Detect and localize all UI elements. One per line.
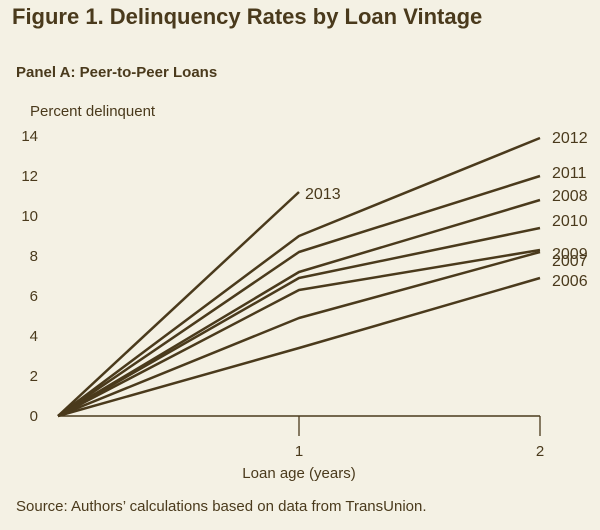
panel-title: Panel A: Peer-to-Peer Loans — [16, 64, 218, 81]
y-axis-label: Percent delinquent — [30, 103, 156, 120]
y-tick-label: 0 — [30, 408, 38, 425]
series-line-2007 — [57, 250, 541, 418]
series-line-2008 — [57, 198, 541, 418]
y-tick-label: 8 — [30, 248, 38, 265]
y-tick-label: 6 — [30, 288, 38, 305]
series-label-2007: 2007 — [552, 253, 588, 270]
x-axis-label: Loan age (years) — [242, 465, 355, 482]
y-tick-label: 12 — [21, 168, 38, 185]
figure-title: Figure 1. Delinquency Rates by Loan Vint… — [12, 4, 483, 29]
series-lines — [57, 136, 541, 418]
series-line-2010 — [57, 226, 541, 418]
y-tick-label: 4 — [30, 328, 38, 345]
series-label-2013: 2013 — [305, 186, 341, 203]
x-tick-label: 1 — [295, 443, 303, 460]
series-line-2013 — [57, 191, 300, 417]
series-label-2012: 2012 — [552, 130, 588, 147]
series-label-2010: 2010 — [552, 213, 588, 230]
series-label-2009: 2009 — [552, 246, 588, 263]
series-line-2012 — [57, 136, 541, 418]
series-label-2006: 2006 — [552, 273, 588, 290]
series-label-2011: 2011 — [552, 165, 587, 182]
x-tick-label: 2 — [536, 443, 544, 460]
series-label-2008: 2008 — [552, 188, 588, 205]
source-note: Source: Authors’ calculations based on d… — [16, 498, 427, 515]
series-line-2011 — [57, 174, 541, 418]
y-tick-label: 2 — [30, 368, 38, 385]
series-line-2006 — [57, 276, 541, 418]
y-tick-label: 14 — [21, 128, 38, 145]
series-line-2009 — [57, 248, 541, 418]
y-tick-label: 10 — [21, 208, 38, 225]
